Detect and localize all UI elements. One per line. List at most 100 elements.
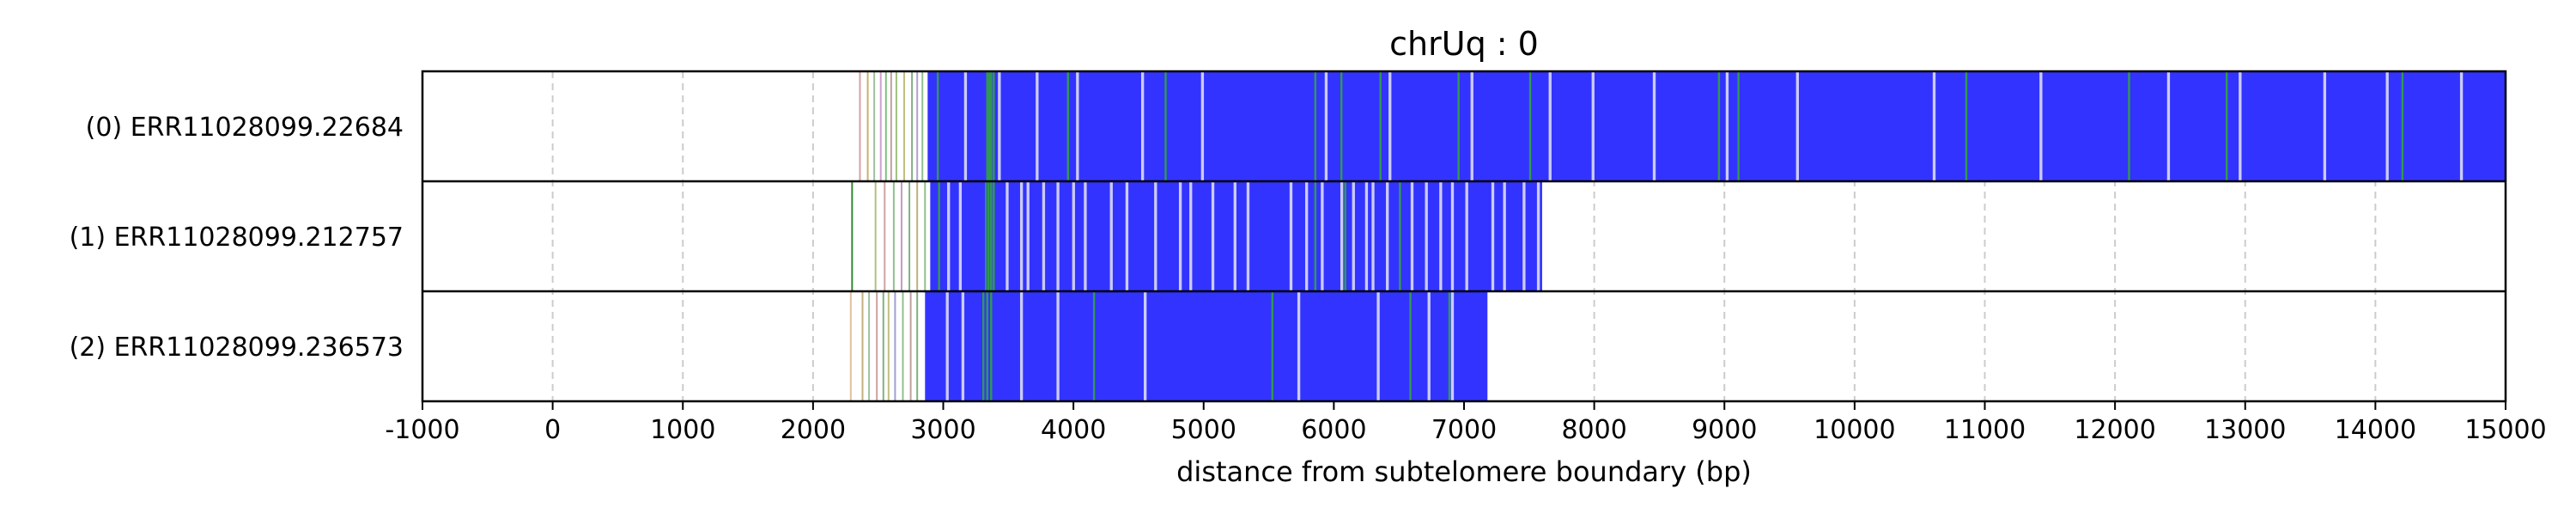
repeat-gap	[1246, 181, 1250, 291]
variant-line	[859, 71, 861, 181]
repeat-gap	[2385, 71, 2389, 181]
repeat-gap	[1233, 181, 1236, 291]
repeat-gap	[1503, 181, 1506, 291]
repeat-gap	[2459, 71, 2464, 181]
repeat-gap	[961, 291, 965, 401]
x-tick-label: 8000	[1561, 415, 1626, 445]
variant-mark	[1717, 71, 1721, 181]
repeat-gap	[1125, 181, 1129, 291]
variant-line	[849, 291, 852, 401]
repeat-gap	[1450, 181, 1455, 291]
repeat-gap	[1289, 181, 1293, 291]
repeat-gap	[1439, 181, 1443, 291]
variant-mark	[1448, 291, 1451, 401]
repeat-gap	[1491, 181, 1495, 291]
variant-mark	[985, 181, 987, 291]
variant-line	[903, 71, 906, 181]
variant-line	[868, 291, 871, 401]
repeat-gap	[1019, 291, 1024, 401]
repeat-gap	[1450, 291, 1455, 401]
variant-mark	[1164, 71, 1167, 181]
x-tick-label: 2000	[781, 415, 846, 445]
variant-mark	[1314, 181, 1317, 291]
repeat-gap	[963, 71, 968, 181]
repeat-gap	[945, 291, 949, 401]
repeat-gap	[2239, 71, 2242, 181]
variant-line	[908, 181, 911, 291]
variant-mark	[1409, 291, 1412, 401]
variant-mark	[1737, 71, 1740, 181]
repeat-gap	[1725, 71, 1729, 181]
variant-mark	[2401, 71, 2404, 181]
repeat-gap	[1140, 71, 1145, 181]
x-tick-label: 5000	[1171, 415, 1236, 445]
repeat-gap	[1465, 181, 1468, 291]
repeat-block	[925, 291, 1488, 401]
variant-line	[894, 291, 896, 401]
row-label-1: (1) ERR11028099.212757	[70, 223, 404, 253]
repeat-gap	[1410, 181, 1414, 291]
repeat-gap	[1144, 291, 1147, 401]
repeat-gap	[2166, 71, 2171, 181]
repeat-block	[927, 71, 2506, 181]
repeat-gap	[998, 71, 1001, 181]
variant-line	[866, 71, 869, 181]
variant-mark	[1965, 71, 1968, 181]
x-tick-label: 6000	[1301, 415, 1366, 445]
variant-mark	[993, 71, 995, 181]
repeat-gap	[1425, 181, 1428, 291]
repeat-gap	[1371, 181, 1375, 291]
repeat-gap	[1084, 181, 1087, 291]
repeat-gap	[1324, 71, 1328, 181]
variant-mark	[1399, 181, 1401, 291]
repeat-gap	[1427, 291, 1431, 401]
repeat-gap	[1388, 71, 1392, 181]
variant-line	[876, 291, 878, 401]
variant-line	[882, 291, 884, 401]
repeat-gap	[1211, 181, 1215, 291]
variant-line	[900, 181, 902, 291]
repeat-gap	[1932, 71, 1936, 181]
repeat-gap	[947, 181, 951, 291]
variant-line	[916, 71, 919, 181]
repeat-gap	[1189, 181, 1193, 291]
repeat-gap	[1305, 181, 1309, 291]
read-row-1	[851, 181, 1542, 291]
repeat-gap	[1297, 291, 1301, 401]
variant-mark	[1092, 291, 1096, 401]
repeat-gap	[958, 181, 963, 291]
x-tick-label: 7000	[1431, 415, 1497, 445]
variant-line	[874, 181, 877, 291]
variant-line	[884, 71, 887, 181]
variant-line	[902, 291, 904, 401]
variant-line	[895, 71, 897, 181]
variant-line	[887, 291, 890, 401]
repeat-gap	[1386, 181, 1389, 291]
variant-line	[916, 181, 919, 291]
repeat-gap	[1321, 181, 1324, 291]
repeat-gap	[1072, 181, 1075, 291]
repeat-gap	[1591, 71, 1595, 181]
variant-line	[861, 291, 864, 401]
variant-line	[873, 71, 876, 181]
variant-mark	[938, 181, 940, 291]
read-row-0	[859, 71, 2506, 181]
repeat-gap	[2039, 71, 2043, 181]
variant-mark	[1379, 71, 1382, 181]
repeat-gap	[1019, 181, 1024, 291]
repeat-gap	[1352, 181, 1355, 291]
variant-line	[879, 71, 882, 181]
chart-title: chrUq : 0	[1389, 25, 1539, 63]
repeat-gap	[1076, 71, 1079, 181]
repeat-gap	[1795, 71, 1799, 181]
repeat-gap	[1056, 181, 1060, 291]
x-tick-label: 10000	[1814, 415, 1895, 445]
variant-mark	[990, 71, 993, 181]
x-axis-label: distance from subtelomere boundary (bp)	[1176, 455, 1752, 488]
x-tick-label: 1000	[650, 415, 715, 445]
x-tick-label: 14000	[2335, 415, 2416, 445]
x-tick-label: 3000	[910, 415, 975, 445]
repeat-gap	[1056, 291, 1060, 401]
variant-mark	[1066, 71, 1069, 181]
